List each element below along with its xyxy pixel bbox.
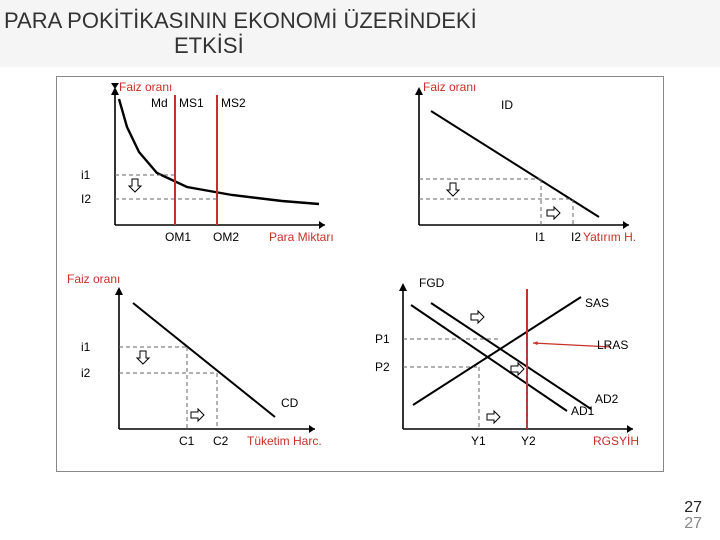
svg-text:C2: C2 xyxy=(213,434,229,448)
svg-text:i1: i1 xyxy=(81,340,91,354)
charts-container: Faiz oranı Md MS1 MS2 i1 I2 OM1 OM2 Para Miktarı… xyxy=(56,76,664,472)
svg-text:RGSYİH: RGSYİH xyxy=(593,434,639,448)
svg-text:MS2: MS2 xyxy=(221,96,246,110)
svg-text:MS1: MS1 xyxy=(179,96,204,110)
svg-text:FGD: FGD xyxy=(419,276,445,290)
svg-text:AD1: AD1 xyxy=(571,404,595,418)
svg-text:OM1: OM1 xyxy=(165,230,191,244)
title-line-1: PARA POKİTİKASININ EKONOMİ ÜZERİNDEKİ xyxy=(4,8,716,33)
svg-text:OM2: OM2 xyxy=(213,230,239,244)
svg-text:i2: i2 xyxy=(81,366,91,380)
svg-text:Yatırım H.: Yatırım H. xyxy=(583,230,636,244)
svg-text:Faiz oranı: Faiz oranı xyxy=(67,272,120,286)
svg-text:Faiz oranı: Faiz oranı xyxy=(423,80,476,94)
page-title: PARA POKİTİKASININ EKONOMİ ÜZERİNDEKİ ET… xyxy=(0,0,720,67)
svg-text:P2: P2 xyxy=(375,360,390,374)
svg-text:I2: I2 xyxy=(81,192,91,206)
svg-text:i1: i1 xyxy=(81,168,91,182)
svg-text:P1: P1 xyxy=(375,332,390,346)
svg-text:Y2: Y2 xyxy=(521,434,536,448)
svg-text:ID: ID xyxy=(501,98,513,112)
svg-text:CD: CD xyxy=(281,396,299,410)
svg-text:C1: C1 xyxy=(179,434,195,448)
svg-text:I2: I2 xyxy=(571,230,581,244)
page-number-bottom: 27 xyxy=(684,516,702,532)
svg-text:I1: I1 xyxy=(535,230,545,244)
page-number-top: 27 xyxy=(684,500,702,516)
svg-text:Tüketim Harc.: Tüketim Harc. xyxy=(247,434,322,448)
svg-text:Md: Md xyxy=(151,96,168,110)
title-line-2: ETKİSİ xyxy=(4,33,716,58)
svg-text:Faiz oranı: Faiz oranı xyxy=(119,80,172,94)
svg-text:Para Miktarı: Para Miktarı xyxy=(269,230,334,244)
svg-text:AD2: AD2 xyxy=(595,392,619,406)
svg-text:SAS: SAS xyxy=(585,296,609,310)
page-number: 27 27 xyxy=(684,500,702,532)
svg-text:LRAS: LRAS xyxy=(597,338,628,352)
economics-diagram: Faiz oranı Md MS1 MS2 i1 I2 OM1 OM2 Para Miktarı… xyxy=(57,77,665,473)
svg-text:Y1: Y1 xyxy=(471,434,486,448)
